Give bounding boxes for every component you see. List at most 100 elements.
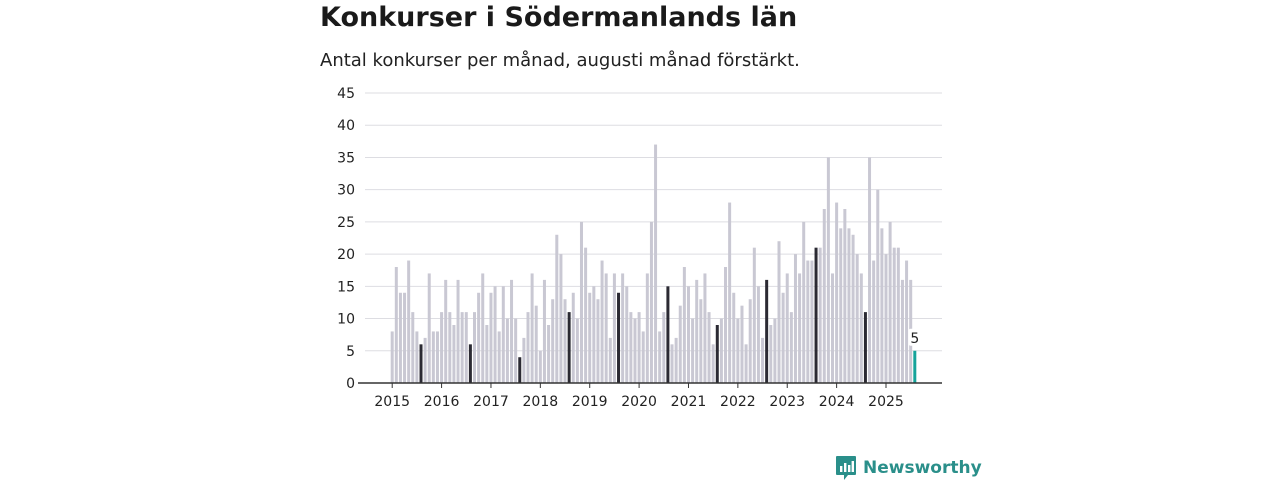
bar: [435, 331, 439, 383]
bar: [419, 344, 423, 383]
bar: [695, 279, 699, 383]
bars: [390, 144, 917, 383]
bar: [810, 260, 814, 383]
bar: [826, 157, 830, 383]
bar: [633, 318, 637, 383]
x-tick-label: 2021: [671, 394, 707, 410]
bar: [888, 221, 892, 383]
bar: [818, 247, 822, 383]
bar: [612, 273, 616, 383]
bar: [798, 273, 802, 383]
bar: [485, 325, 489, 383]
bar: [456, 279, 460, 383]
bar: [822, 209, 826, 383]
bar: [559, 254, 563, 383]
bar: [423, 337, 427, 383]
x-tick-label: 2016: [424, 394, 460, 410]
bar: [863, 312, 867, 383]
bar: [625, 286, 629, 383]
x-tick-label: 2019: [572, 394, 608, 410]
bar: [678, 305, 682, 383]
bar: [403, 292, 407, 383]
bar: [711, 344, 715, 383]
x-tick-label: 2015: [374, 394, 410, 410]
bar: [843, 209, 847, 383]
bar: [489, 292, 493, 383]
last-value-label: 5: [910, 331, 919, 347]
bar-chart-speech-icon: [836, 456, 856, 480]
bar: [501, 286, 505, 383]
bar: [514, 318, 518, 383]
bar: [868, 157, 872, 383]
bar: [617, 292, 621, 383]
bar: [765, 279, 769, 383]
bar: [542, 279, 546, 383]
bar: [588, 292, 592, 383]
y-tick-label: 30: [337, 183, 355, 199]
bar: [551, 299, 555, 383]
bar: [876, 189, 880, 383]
bar: [686, 286, 690, 383]
y-tick-label: 0: [346, 376, 355, 392]
bar: [880, 228, 884, 383]
y-tick-label: 20: [337, 247, 355, 263]
y-tick-label: 5: [346, 344, 355, 360]
bar: [855, 254, 859, 383]
bar: [682, 267, 686, 383]
bar: [905, 260, 909, 383]
bar: [752, 247, 756, 383]
bar: [802, 221, 806, 383]
bar: [621, 273, 625, 383]
y-tick-label: 10: [337, 312, 355, 328]
bar: [773, 318, 777, 383]
chart-title: Konkurser i Södermanlands län: [320, 2, 798, 33]
bar: [481, 273, 485, 383]
bar: [666, 286, 670, 383]
y-tick-label: 45: [337, 86, 355, 102]
bar: [649, 221, 653, 383]
bar: [872, 260, 876, 383]
bar: [851, 234, 855, 383]
bar: [440, 312, 444, 383]
bar: [571, 292, 575, 383]
newsworthy-logo[interactable]: Newsworthy: [835, 455, 982, 481]
brand-name: Newsworthy: [863, 458, 982, 478]
bar: [596, 299, 600, 383]
x-tick-label: 2018: [523, 394, 559, 410]
bar: [785, 273, 789, 383]
bar: [769, 325, 773, 383]
bar: [703, 273, 707, 383]
bar: [575, 318, 579, 383]
bar: [835, 202, 839, 383]
bar: [477, 292, 481, 383]
bar: [444, 279, 448, 383]
annotations: 5: [908, 328, 921, 347]
bar: [563, 299, 567, 383]
bar: [913, 350, 917, 383]
bar: [691, 318, 695, 383]
bar: [493, 286, 497, 383]
bar: [518, 357, 522, 383]
y-tick-label: 35: [337, 150, 355, 166]
bar: [859, 273, 863, 383]
bar: [510, 279, 514, 383]
bar: [522, 337, 526, 383]
y-tick-label: 15: [337, 279, 355, 295]
bar: [884, 254, 888, 383]
bar: [707, 312, 711, 383]
x-tick-label: 2023: [769, 394, 805, 410]
bar: [781, 292, 785, 383]
bar: [728, 202, 732, 383]
y-tick-label: 25: [337, 215, 355, 231]
bar: [761, 337, 765, 383]
bar: [662, 312, 666, 383]
x-tick-label: 2024: [819, 394, 855, 410]
bar: [740, 305, 744, 383]
bar: [744, 344, 748, 383]
bar: [579, 221, 583, 383]
bar: [431, 331, 435, 383]
bar: [814, 247, 818, 383]
bar: [645, 273, 649, 383]
bar: [604, 273, 608, 383]
